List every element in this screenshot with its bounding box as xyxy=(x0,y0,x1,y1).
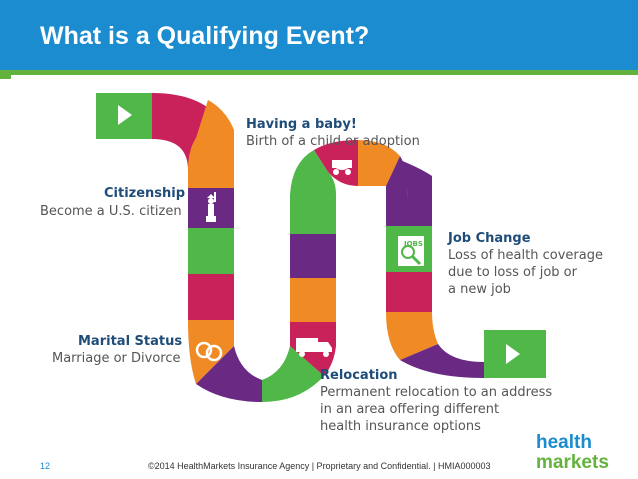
slide-title: What is a Qualifying Event? xyxy=(40,22,370,50)
path-tile xyxy=(196,346,262,402)
path-tile xyxy=(386,156,408,200)
moving-truck-icon xyxy=(296,338,332,357)
marital-tile xyxy=(188,320,234,384)
play-arrow-icon xyxy=(506,344,520,364)
baby-event-label: Having a baby! Birth of a child or adopt… xyxy=(246,117,420,150)
path-tile xyxy=(188,100,234,170)
svg-text:JOBS: JOBS xyxy=(403,240,423,248)
citizenship-tile xyxy=(188,188,234,228)
citizenship-desc-line: Become a U.S. citizen xyxy=(40,204,182,219)
path-tile xyxy=(290,195,336,234)
start-tile xyxy=(96,93,152,139)
job-tile: JOBS xyxy=(386,226,432,272)
marital-event-label: Marital Status Marriage or Divorce xyxy=(52,334,182,367)
job-desc-line: due to loss of job or xyxy=(448,265,577,280)
header-bar: What is a Qualifying Event? xyxy=(0,0,638,70)
citizenship-event-label: Citizenship xyxy=(98,186,185,202)
relocation-desc-line: in an area offering different xyxy=(320,402,500,417)
path-tile xyxy=(290,278,336,322)
baby-tile xyxy=(314,140,358,186)
relocation-desc-line: Permanent relocation to an address xyxy=(320,385,553,400)
citizenship-desc: Become a U.S. citizen xyxy=(40,203,182,220)
path-tile xyxy=(188,274,234,320)
page-number: 12 xyxy=(40,461,51,471)
svg-text:markets: markets xyxy=(536,452,609,473)
path-tile xyxy=(290,150,336,195)
path-tile xyxy=(358,140,400,186)
relocation-tile xyxy=(290,322,336,376)
job-event-label: Job Change Loss of health coverage due t… xyxy=(448,231,603,298)
path-tile xyxy=(386,160,432,226)
job-desc-line: Loss of health coverage xyxy=(448,248,603,263)
relocation-title: Relocation xyxy=(320,368,398,383)
baby-title: Having a baby! xyxy=(246,117,357,132)
job-search-icon: JOBS xyxy=(398,236,424,266)
play-arrow-icon xyxy=(118,105,132,125)
job-title: Job Change xyxy=(448,231,531,246)
path-tile xyxy=(188,170,234,188)
path-tile xyxy=(188,228,234,274)
relocation-event-label: Relocation Permanent relocation to an ad… xyxy=(320,368,552,435)
wedding-rings-icon xyxy=(195,341,223,362)
path-tile xyxy=(262,346,324,402)
finish-tile xyxy=(484,330,546,378)
relocation-desc-line: health insurance options xyxy=(320,419,481,434)
path-tile xyxy=(290,234,336,278)
job-desc-line: a new job xyxy=(448,282,511,297)
citizenship-title: Citizenship xyxy=(104,186,186,201)
path-tile xyxy=(386,312,438,360)
baby-carriage-icon xyxy=(332,160,352,175)
svg-text:health: health xyxy=(536,432,592,453)
marital-title: Marital Status xyxy=(78,334,183,349)
healthmarkets-logo: health markets xyxy=(536,432,609,473)
accent-divider xyxy=(0,70,638,75)
marital-desc-line: Marriage or Divorce xyxy=(52,351,181,366)
path-tile xyxy=(386,272,432,312)
baby-desc-line: Birth of a child or adoption xyxy=(246,134,420,149)
accent-tab xyxy=(0,70,11,79)
path-tile xyxy=(400,344,484,378)
copyright-notice: ©2014 HealthMarkets Insurance Agency | P… xyxy=(148,461,491,471)
statue-of-liberty-icon xyxy=(206,192,216,222)
